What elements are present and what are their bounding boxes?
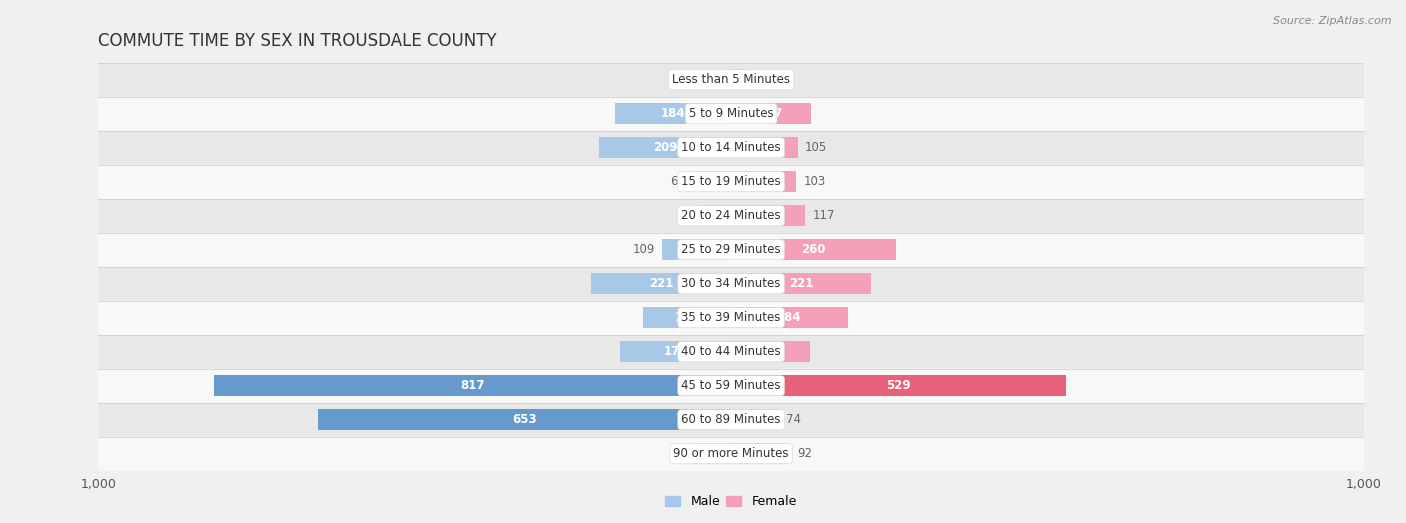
Bar xyxy=(98,335,1364,369)
Text: 25 to 29 Minutes: 25 to 29 Minutes xyxy=(682,243,780,256)
Bar xyxy=(620,341,731,362)
Text: 62: 62 xyxy=(669,447,685,460)
Bar xyxy=(98,437,1364,471)
Text: 0: 0 xyxy=(718,73,725,86)
Bar xyxy=(662,239,731,260)
Bar xyxy=(614,103,731,124)
Text: 653: 653 xyxy=(512,413,537,426)
Text: 221: 221 xyxy=(789,277,813,290)
Bar xyxy=(731,375,1066,396)
Bar xyxy=(98,97,1364,131)
Text: 25: 25 xyxy=(755,73,769,86)
Bar xyxy=(731,307,848,328)
Bar xyxy=(98,199,1364,233)
Text: 51: 51 xyxy=(676,209,692,222)
Text: 35 to 39 Minutes: 35 to 39 Minutes xyxy=(682,311,780,324)
Text: 20 to 24 Minutes: 20 to 24 Minutes xyxy=(682,209,780,222)
Bar xyxy=(731,205,806,226)
Text: 109: 109 xyxy=(633,243,655,256)
Bar xyxy=(318,409,731,430)
Text: 45 to 59 Minutes: 45 to 59 Minutes xyxy=(682,379,780,392)
Bar xyxy=(731,273,870,294)
Text: 90 or more Minutes: 90 or more Minutes xyxy=(673,447,789,460)
Text: 74: 74 xyxy=(786,413,800,426)
Bar xyxy=(98,403,1364,437)
Text: Source: ZipAtlas.com: Source: ZipAtlas.com xyxy=(1274,16,1392,26)
Text: 117: 117 xyxy=(813,209,835,222)
Bar xyxy=(98,369,1364,403)
Text: 127: 127 xyxy=(759,107,783,120)
Text: 10 to 14 Minutes: 10 to 14 Minutes xyxy=(682,141,780,154)
Bar xyxy=(98,63,1364,97)
Text: 15 to 19 Minutes: 15 to 19 Minutes xyxy=(682,175,780,188)
Bar xyxy=(731,137,797,158)
Text: 124: 124 xyxy=(758,345,783,358)
Bar xyxy=(214,375,731,396)
Text: 61: 61 xyxy=(669,175,685,188)
Text: 60 to 89 Minutes: 60 to 89 Minutes xyxy=(682,413,780,426)
Text: 817: 817 xyxy=(460,379,485,392)
Bar xyxy=(731,69,747,90)
Text: 529: 529 xyxy=(886,379,911,392)
Bar xyxy=(731,409,778,430)
Bar xyxy=(731,171,796,192)
Text: 40 to 44 Minutes: 40 to 44 Minutes xyxy=(682,345,780,358)
Text: 184: 184 xyxy=(778,311,801,324)
Bar xyxy=(98,233,1364,267)
Text: 103: 103 xyxy=(804,175,827,188)
Bar xyxy=(98,301,1364,335)
Text: Less than 5 Minutes: Less than 5 Minutes xyxy=(672,73,790,86)
Text: 209: 209 xyxy=(652,141,678,154)
Text: 140: 140 xyxy=(675,311,699,324)
Bar xyxy=(592,273,731,294)
Bar xyxy=(643,307,731,328)
Bar xyxy=(699,205,731,226)
Bar xyxy=(599,137,731,158)
Text: 176: 176 xyxy=(664,345,688,358)
Text: 260: 260 xyxy=(801,243,825,256)
Bar xyxy=(731,103,811,124)
Bar xyxy=(731,341,810,362)
Bar xyxy=(692,443,731,464)
Text: 221: 221 xyxy=(650,277,673,290)
Text: 30 to 34 Minutes: 30 to 34 Minutes xyxy=(682,277,780,290)
Bar xyxy=(731,239,896,260)
Text: COMMUTE TIME BY SEX IN TROUSDALE COUNTY: COMMUTE TIME BY SEX IN TROUSDALE COUNTY xyxy=(98,32,498,50)
Bar xyxy=(98,267,1364,301)
Text: 105: 105 xyxy=(806,141,827,154)
Text: 5 to 9 Minutes: 5 to 9 Minutes xyxy=(689,107,773,120)
Text: 92: 92 xyxy=(797,447,811,460)
Bar xyxy=(693,171,731,192)
Bar xyxy=(98,131,1364,165)
Text: 184: 184 xyxy=(661,107,685,120)
Bar xyxy=(731,443,789,464)
Bar xyxy=(98,165,1364,199)
Legend: Male, Female: Male, Female xyxy=(661,491,801,514)
